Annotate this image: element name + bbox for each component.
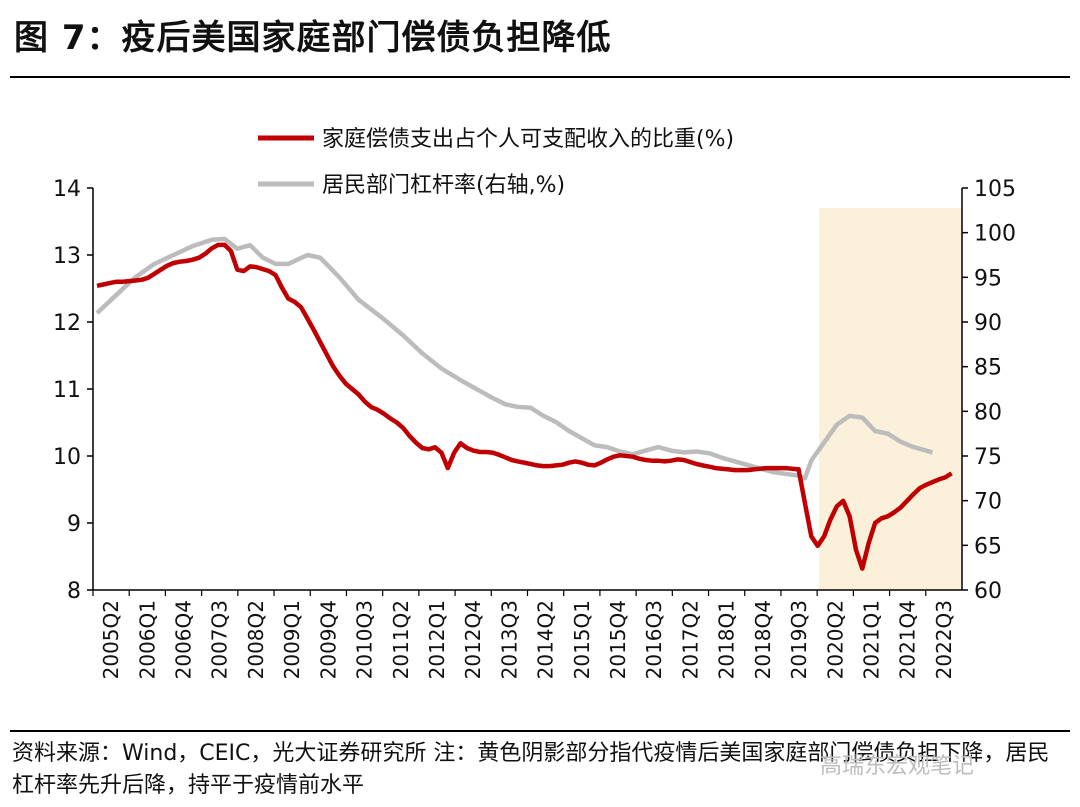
x-tick-label: 2018Q1 [715,600,739,679]
source-rule [10,730,1070,732]
right-tick-label: 75 [974,445,1002,470]
x-tick-label: 2012Q4 [461,600,485,679]
x-tick-label: 2014Q2 [534,600,558,679]
legend-label-leverage: 居民部门杠杆率(右轴,%) [322,173,565,198]
x-tick-label: 2021Q4 [896,600,920,679]
x-tick-label: 2006Q4 [172,600,196,679]
x-tick-label: 2015Q1 [570,600,594,679]
left-tick-label: 13 [53,244,81,269]
shaded-region [818,208,962,590]
right-tick-label: 100 [974,222,1016,247]
x-tick-label: 2010Q3 [353,600,377,679]
figure-title: 图 7：疫后美国家庭部门偿债负担降低 [14,18,612,58]
x-tick-label: 2013Q3 [497,600,521,679]
x-tick-label: 2018Q4 [751,600,775,679]
right-tick-label: 70 [974,490,1002,515]
x-tick-label: 2009Q1 [280,600,304,679]
right-tick-label: 95 [974,266,1002,291]
series-line-leverage-ratio [95,236,934,481]
x-tick-label: 2008Q2 [244,600,268,679]
x-tick-label: 2020Q2 [823,600,847,679]
legend-label-debt-service: 家庭偿债支出占个人可支配收入的比重(%) [322,127,734,152]
left-tick-label: 10 [53,445,81,470]
left-tick-label: 11 [53,378,81,403]
x-tick-label: 2022Q3 [932,600,956,679]
right-tick-label: 80 [974,400,1002,425]
right-tick-label: 60 [974,579,1002,604]
series-line-debt-service-ratio [96,242,953,571]
x-tick-label: 2016Q3 [642,600,666,679]
x-tick-label: 2019Q3 [787,600,811,679]
x-tick-label: 2015Q4 [606,600,630,679]
chart: 8 9 10 11 12 13 14 60 65 70 75 80 85 90 95 100 105 2005Q2… [53,127,1016,679]
x-tick-label: 2007Q3 [208,600,232,679]
x-tick-label: 2005Q2 [99,600,123,679]
title-rule [10,76,1070,78]
x-tick-label: 2021Q1 [859,600,883,679]
watermark: 高瑞东宏观笔记 [820,754,975,779]
x-tick-label: 2009Q4 [316,600,340,679]
x-tick-label: 2006Q1 [135,600,159,679]
left-tick-label: 12 [53,311,81,336]
right-tick-label: 105 [974,177,1016,202]
right-tick-label: 65 [974,534,1002,559]
left-tick-label: 8 [67,579,81,604]
right-tick-label: 85 [974,356,1002,381]
left-tick-label: 9 [67,512,81,537]
x-tick-label: 2011Q2 [389,600,413,679]
x-tick-label: 2012Q1 [425,600,449,679]
x-tick-label: 2017Q2 [678,600,702,679]
right-tick-label: 90 [974,311,1002,336]
source-note: 资料来源：Wind，CEIC，光大证券研究所 注：黄色阴影部分指代疫情后美国家庭… [12,741,1050,798]
left-tick-label: 14 [53,177,81,202]
